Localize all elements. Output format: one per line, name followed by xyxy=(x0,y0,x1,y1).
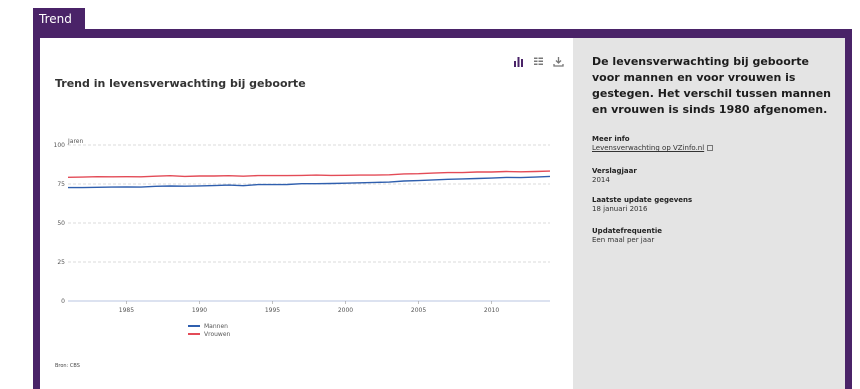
freq-value: Een maal per jaar xyxy=(592,236,655,244)
source-note: Bron: CBS xyxy=(55,363,80,369)
series-line-mannen xyxy=(68,175,551,189)
verslagjaar: Verslagjaar 2014 xyxy=(592,167,832,185)
series-line-vrouwen xyxy=(67,170,551,178)
y-tick-label: 50 xyxy=(57,220,65,227)
line-chart: Jaren 0 25 50 75 100 1985 1990 1995 2000 2005 2010 xyxy=(54,138,551,314)
info-panel: De levensverwachting bij geboorte voor m… xyxy=(573,38,845,389)
y-axis-label: Jaren xyxy=(67,138,83,145)
y-tick-label: 100 xyxy=(54,142,66,149)
vzinfo-link[interactable]: Levensverwachting op VZinfo.nl xyxy=(592,144,705,152)
table-icon[interactable] xyxy=(533,56,544,67)
external-link-icon[interactable] xyxy=(707,145,714,151)
download-icon[interactable] xyxy=(553,56,564,67)
y-tick-label: 75 xyxy=(57,181,65,188)
summary-text: De levensverwachting bij geboorte voor m… xyxy=(592,55,831,116)
legend-swatch-mannen xyxy=(188,325,200,327)
x-tick-label: 2010 xyxy=(484,307,499,314)
x-tick-label: 2005 xyxy=(411,307,426,314)
bar-chart-icon[interactable] xyxy=(513,56,524,67)
tab-trend[interactable]: Trend xyxy=(33,8,85,30)
update-value: 18 januari 2016 xyxy=(592,205,648,213)
y-tick-label: 25 xyxy=(57,259,65,266)
legend-item-mannen[interactable]: Mannen xyxy=(188,322,230,330)
updatefrequentie: Updatefrequentie Een maal per jaar xyxy=(592,227,832,245)
verslagjaar-label: Verslagjaar xyxy=(592,167,637,175)
meer-info-label: Meer info xyxy=(592,135,630,143)
update-label: Laatste update gegevens xyxy=(592,196,693,204)
legend-label-mannen: Mannen xyxy=(204,322,228,330)
x-tick-label: 2000 xyxy=(338,307,353,314)
legend-label-vrouwen: Vrouwen xyxy=(204,330,231,338)
chart-toolbar xyxy=(513,56,564,67)
verslagjaar-value: 2014 xyxy=(592,176,610,184)
y-tick-label: 0 xyxy=(61,298,65,305)
freq-label: Updatefrequentie xyxy=(592,227,662,235)
x-tick-label: 1985 xyxy=(119,307,134,314)
x-tick-label: 1990 xyxy=(192,307,207,314)
chart-legend: Mannen Vrouwen xyxy=(188,322,230,338)
x-tick-label: 1995 xyxy=(265,307,280,314)
chart-title: Trend in levensverwachting bij geboorte xyxy=(55,77,306,90)
legend-swatch-vrouwen xyxy=(188,333,200,335)
chart-card: Trend in levensverwachting bij geboorte … xyxy=(40,38,573,389)
meer-info: Meer info Levensverwachting op VZinfo.nl xyxy=(592,135,832,153)
legend-item-vrouwen[interactable]: Vrouwen xyxy=(188,330,230,338)
laatste-update: Laatste update gegevens 18 januari 2016 xyxy=(592,196,832,214)
